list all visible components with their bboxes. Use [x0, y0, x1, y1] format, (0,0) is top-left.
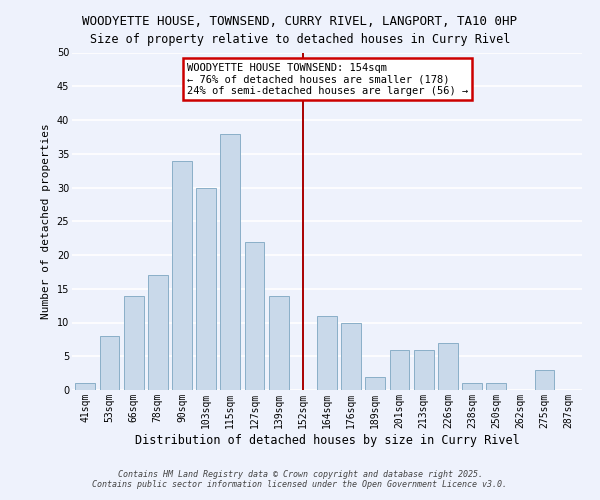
Bar [148, 275, 168, 390]
Bar [196, 188, 216, 390]
Bar [535, 370, 554, 390]
Bar [486, 383, 506, 390]
Text: Contains HM Land Registry data © Crown copyright and database right 2025.
Contai: Contains HM Land Registry data © Crown c… [92, 470, 508, 489]
Bar [317, 316, 337, 390]
Bar [100, 336, 119, 390]
Text: WOODYETTE HOUSE TOWNSEND: 154sqm
← 76% of detached houses are smaller (178)
24% : WOODYETTE HOUSE TOWNSEND: 154sqm ← 76% o… [187, 62, 468, 96]
Bar [269, 296, 289, 390]
Bar [438, 343, 458, 390]
Bar [124, 296, 143, 390]
Bar [462, 383, 482, 390]
Bar [245, 242, 265, 390]
X-axis label: Distribution of detached houses by size in Curry Rivel: Distribution of detached houses by size … [134, 434, 520, 446]
Text: WOODYETTE HOUSE, TOWNSEND, CURRY RIVEL, LANGPORT, TA10 0HP: WOODYETTE HOUSE, TOWNSEND, CURRY RIVEL, … [83, 15, 517, 28]
Bar [76, 383, 95, 390]
Bar [172, 160, 192, 390]
Y-axis label: Number of detached properties: Number of detached properties [41, 124, 51, 319]
Bar [414, 350, 434, 390]
Text: Size of property relative to detached houses in Curry Rivel: Size of property relative to detached ho… [90, 32, 510, 46]
Bar [341, 322, 361, 390]
Bar [389, 350, 409, 390]
Bar [220, 134, 240, 390]
Bar [365, 376, 385, 390]
